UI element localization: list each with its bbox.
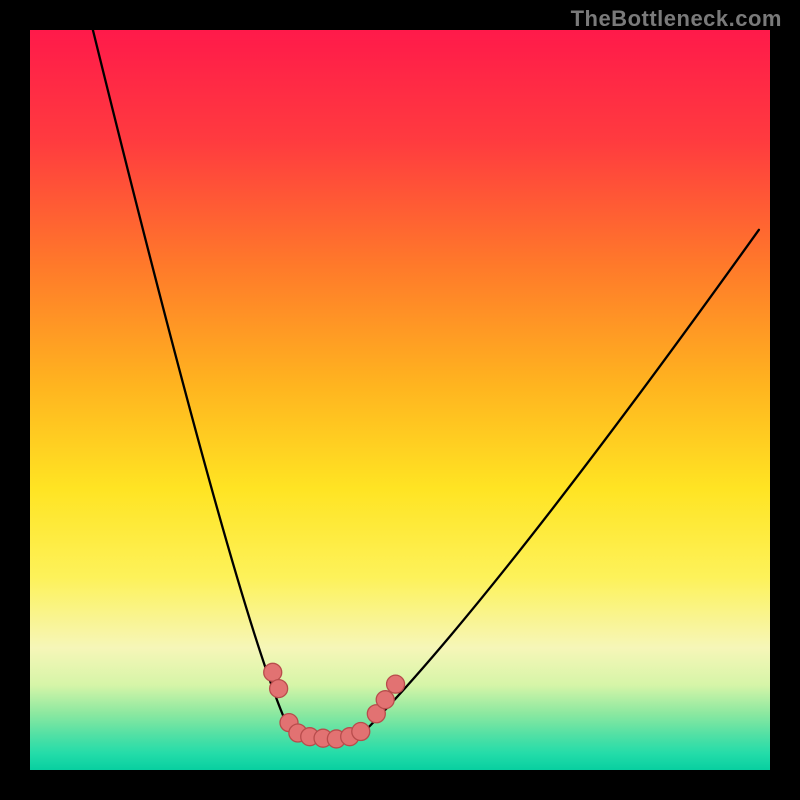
data-marker (270, 680, 288, 698)
watermark-text: TheBottleneck.com (571, 6, 782, 32)
bottleneck-chart-svg (0, 0, 800, 800)
data-marker (387, 675, 405, 693)
chart-container: TheBottleneck.com (0, 0, 800, 800)
data-marker (264, 663, 282, 681)
data-marker (376, 691, 394, 709)
chart-background (30, 30, 770, 770)
data-marker (352, 723, 370, 741)
